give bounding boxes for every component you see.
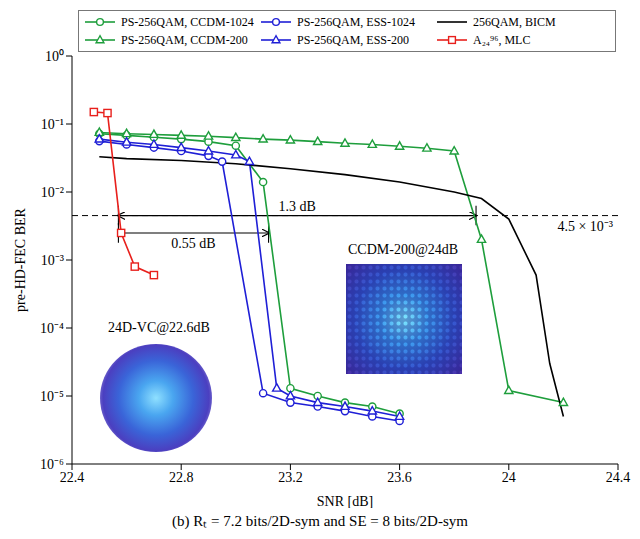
svg-text:22.8: 22.8	[169, 470, 194, 485]
html-text:PS-256QAM, ESS-200: PS-256QAM, ESS-200	[297, 33, 409, 47]
svg-text:1.3 dB: 1.3 dB	[279, 199, 316, 214]
html-text:PS-256QAM, CCDM-200: PS-256QAM, CCDM-200	[121, 33, 248, 47]
svg-text:10⁻⁶: 10⁻⁶	[40, 457, 64, 472]
svg-text:23.2: 23.2	[278, 470, 303, 485]
svg-text:10⁰: 10⁰	[45, 49, 64, 64]
html-text:CCDM-200@24dB: CCDM-200@24dB	[348, 242, 459, 257]
html-text:256QAM, BICM: 256QAM, BICM	[473, 15, 556, 29]
svg-text:22.4: 22.4	[60, 470, 85, 485]
svg-text:10⁻⁵: 10⁻⁵	[40, 389, 64, 404]
html-text:A₂₄⁹⁶, MLC: A₂₄⁹⁶, MLC	[473, 33, 531, 47]
svg-text:24: 24	[502, 470, 516, 485]
svg-text:10⁻³: 10⁻³	[41, 253, 64, 268]
svg-text:24.4: 24.4	[606, 470, 631, 485]
svg-text:10⁻⁴: 10⁻⁴	[40, 321, 64, 336]
html-text:24D-VC@22.6dB: 24D-VC@22.6dB	[108, 320, 210, 335]
svg-text:23.6: 23.6	[387, 470, 412, 485]
html-text:(b) Rₜ = 7.2 bits/2D-sym and S: (b) Rₜ = 7.2 bits/2D-sym and SE = 8 bits…	[172, 513, 468, 529]
svg-text:10⁻²: 10⁻²	[41, 185, 64, 200]
svg-text:10⁻¹: 10⁻¹	[41, 117, 64, 132]
svg-text:SNR [dB]: SNR [dB]	[317, 494, 373, 508]
html-text:PS-256QAM, ESS-1024: PS-256QAM, ESS-1024	[297, 15, 415, 29]
svg-text:4.5 × 10⁻³: 4.5 × 10⁻³	[557, 219, 613, 234]
html-text:PS-256QAM, CCDM-1024: PS-256QAM, CCDM-1024	[121, 15, 254, 29]
svg-text:0.55 dB: 0.55 dB	[171, 236, 215, 251]
svg-text:pre-HD-FEC BER: pre-HD-FEC BER	[13, 207, 28, 311]
